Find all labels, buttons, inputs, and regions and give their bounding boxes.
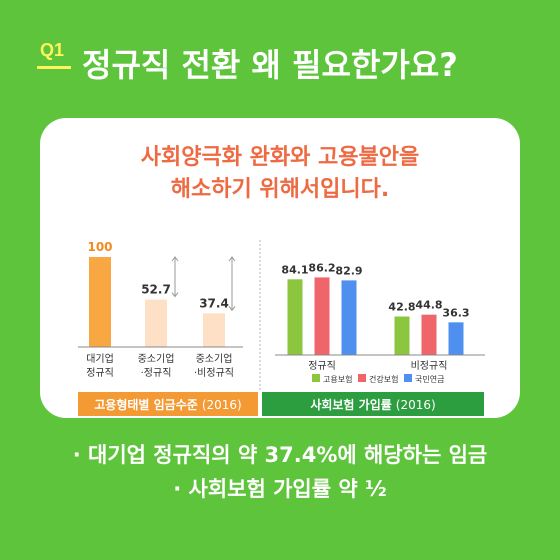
gap-arrow-top bbox=[171, 256, 179, 262]
wage-category-label: 중소기업 bbox=[138, 352, 175, 365]
wage-title-banner bbox=[78, 392, 258, 416]
insurance-chart-title: 사회보험 가입률 (2016) bbox=[310, 397, 435, 412]
gap-arrow-top bbox=[228, 256, 236, 262]
insurance-value-label: 42.8 bbox=[388, 300, 415, 313]
insurance-chart-title-main: 사회보험 가입률 bbox=[310, 397, 391, 412]
subtitle-line-2: 해소하기 위해서입니다. bbox=[170, 177, 390, 202]
gap-arrow-bottom bbox=[171, 292, 179, 298]
wage-category-label: 대기업 bbox=[86, 352, 114, 365]
insurance-value-label: 82.9 bbox=[335, 264, 362, 277]
insurance-bar bbox=[394, 316, 410, 355]
wage-bar bbox=[203, 313, 225, 347]
legend-swatch bbox=[404, 374, 412, 382]
insurance-bar bbox=[287, 279, 303, 355]
legend-swatch bbox=[358, 374, 366, 382]
wage-category-label: ·비정규직 bbox=[194, 367, 234, 379]
wage-chart-title-year: (2016) bbox=[202, 398, 242, 412]
card-subtitle: 사회양극화 완화와 고용불안을 해소하기 위해서입니다. bbox=[0, 142, 560, 206]
wage-value-label: 52.7 bbox=[141, 283, 171, 297]
insurance-value-label: 84.1 bbox=[281, 263, 308, 276]
legend-label: 국민연금 bbox=[415, 374, 444, 384]
insurance-bar bbox=[448, 322, 464, 355]
legend-label: 고용보험 bbox=[323, 375, 352, 384]
insurance-bar bbox=[421, 314, 437, 355]
wage-chart-title-main: 고용형태별 임금수준 bbox=[94, 397, 198, 412]
legend-swatch bbox=[312, 374, 320, 382]
subtitle-line-1: 사회양극화 완화와 고용불안을 bbox=[140, 145, 420, 170]
insurance-title-banner bbox=[262, 392, 484, 416]
insurance-bar bbox=[314, 277, 330, 355]
insurance-category-label: 정규직 bbox=[308, 360, 336, 372]
content-card bbox=[40, 118, 520, 418]
question-badge: Q1 bbox=[40, 40, 65, 60]
wage-category-label: 정규직 bbox=[86, 367, 114, 379]
insurance-chart-title-year: (2016) bbox=[396, 398, 436, 412]
insurance-value-label: 36.3 bbox=[442, 306, 469, 319]
wage-value-label: 37.4 bbox=[199, 296, 229, 310]
wage-chart-title: 고용형태별 임금수준 (2016) bbox=[94, 397, 241, 412]
wage-category-label: 중소기업 bbox=[196, 352, 233, 365]
gap-arrow-bottom bbox=[228, 306, 236, 312]
bullet-wage: · 대기업 정규직의 약 37.4%에 해당하는 임금 bbox=[72, 443, 488, 467]
insurance-bar bbox=[341, 280, 357, 355]
bullet-insurance: · 사회보험 가입률 약 ½ bbox=[173, 477, 387, 501]
wage-category-label: ·정규직 bbox=[141, 367, 172, 379]
insurance-value-label: 44.8 bbox=[415, 299, 442, 312]
legend-label: 건강보험 bbox=[369, 374, 398, 384]
wage-bar bbox=[145, 299, 167, 347]
summary-bullets: · 대기업 정규직의 약 37.4%에 해당하는 임금 · 사회보험 가입률 약… bbox=[0, 438, 560, 506]
insurance-category-label: 비정규직 bbox=[411, 360, 448, 372]
insurance-value-label: 86.2 bbox=[308, 261, 335, 274]
badge-underline bbox=[37, 66, 71, 69]
page-title: 정규직 전환 왜 필요한가요? bbox=[82, 46, 458, 84]
wage-bar bbox=[89, 257, 111, 347]
wage-value-label: 100 bbox=[87, 240, 112, 254]
